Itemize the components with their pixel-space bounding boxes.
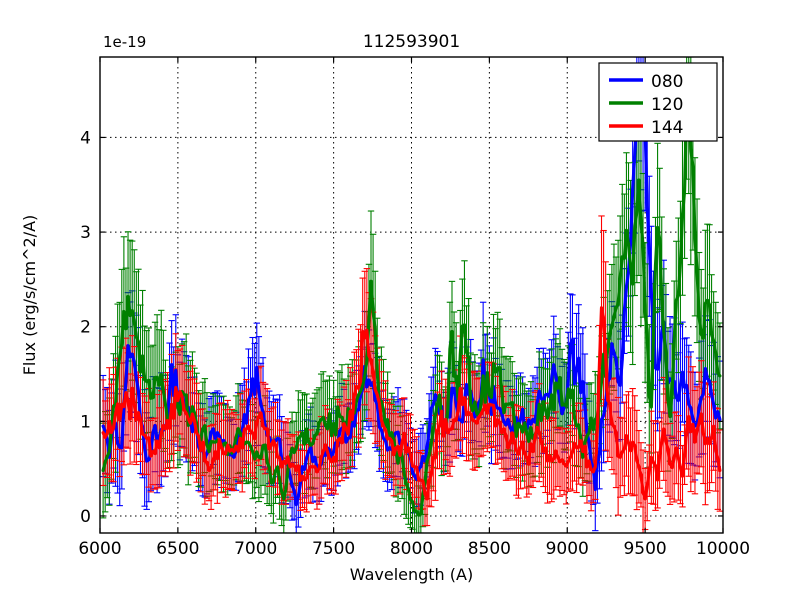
x-tick-label: 8500 (468, 539, 511, 559)
axis-tick-labels: 6000 6500 7000 7500 8000 8500 9000 9500 10000 0 1 2… (78, 128, 750, 559)
axis-ticks (99, 57, 724, 533)
data-series (101, 67, 722, 517)
y-tick-label: 2 (80, 318, 91, 338)
x-tick-label: 6500 (156, 539, 199, 559)
legend[interactable]: 080 120 144 (598, 62, 718, 142)
x-tick-label: 9500 (623, 539, 666, 559)
y-tick-label: 1 (80, 412, 91, 432)
x-tick-label: 7000 (234, 539, 277, 559)
y-axis-offset-label: 1e-19 (103, 33, 146, 51)
x-tick-label: 9000 (546, 539, 589, 559)
page-title: 112593901 (363, 32, 460, 52)
y-tick-label: 4 (80, 128, 91, 148)
legend-label-080: 080 (651, 72, 683, 92)
series-line-144 (101, 306, 722, 501)
x-axis-label: Wavelength (A) (350, 565, 473, 584)
y-axis-label: Flux (erg/s/cm^2/A) (20, 215, 39, 376)
series-line-120 (101, 90, 722, 517)
legend-label-120: 120 (651, 95, 683, 115)
x-tick-label: 10000 (696, 539, 750, 559)
legend-label-144: 144 (651, 118, 683, 138)
y-tick-label: 0 (80, 507, 91, 527)
y-tick-label: 3 (80, 223, 91, 243)
x-tick-label: 6000 (78, 539, 121, 559)
x-tick-label: 7500 (312, 539, 355, 559)
x-tick-label: 8000 (390, 539, 433, 559)
grid-lines (99, 57, 724, 533)
